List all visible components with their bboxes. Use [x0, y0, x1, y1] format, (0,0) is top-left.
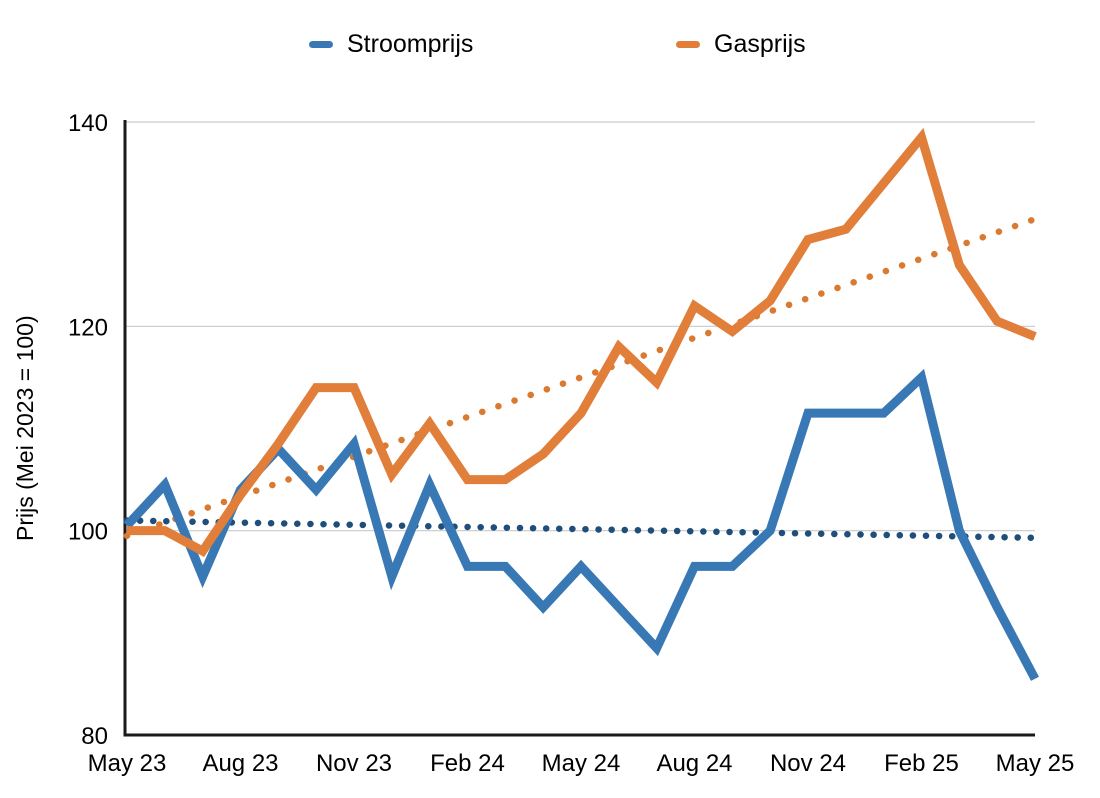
gasprijs-line: [127, 127, 1037, 557]
gasprijs-trend-line: [123, 215, 1039, 540]
y-tick-label-100: 100: [68, 519, 108, 546]
gasprijs-legend-label: Gasprijs: [714, 30, 806, 58]
x-tick-label-may-24: May 24: [542, 750, 621, 777]
gasprijs-legend-swatch: [676, 40, 700, 48]
x-tick-label-nov-24: Nov 24: [770, 750, 846, 777]
x-tick-label-aug-24: Aug 24: [656, 750, 732, 777]
stroomprijs-line: [123, 368, 1039, 681]
x-tick-label-aug-23: Aug 23: [202, 750, 278, 777]
y-tick-label-140: 140: [68, 110, 108, 137]
stroomprijs-legend-swatch: [309, 40, 333, 48]
x-tick-label-nov-23: Nov 23: [316, 750, 392, 777]
legend-item-stroomprijs: Stroomprijs: [309, 31, 473, 57]
x-tick-label-may-25: May 25: [996, 750, 1075, 777]
legend-item-gasprijs: Gasprijs: [676, 31, 806, 57]
stroomprijs-legend-label: Stroomprijs: [347, 30, 474, 58]
x-tick-label-feb-24: Feb 24: [430, 750, 505, 777]
x-tick-label-may-23: May 23: [88, 750, 167, 777]
y-tick-label-120: 120: [68, 314, 108, 341]
stroomprijs-trend-line: [123, 517, 1039, 542]
y-tick-label-80: 80: [81, 723, 108, 750]
x-tick-label-feb-25: Feb 25: [884, 750, 959, 777]
